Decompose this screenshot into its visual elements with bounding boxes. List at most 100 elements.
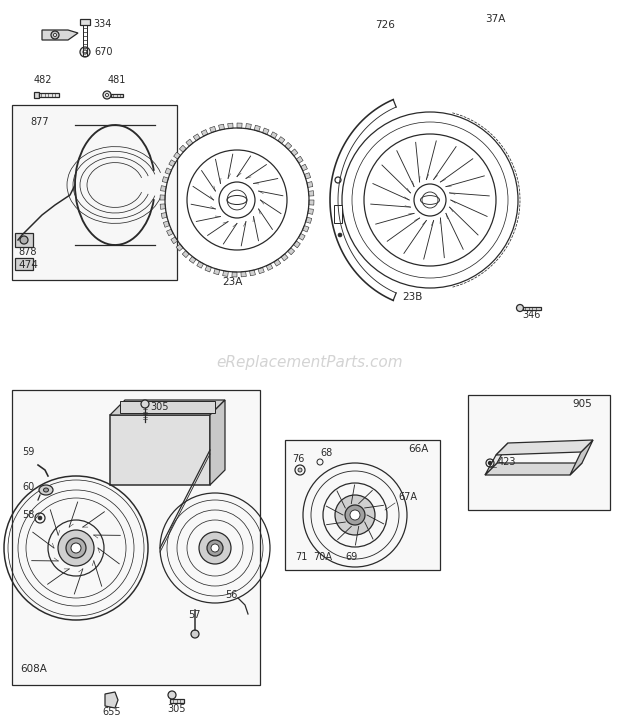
Circle shape — [350, 510, 360, 520]
Circle shape — [141, 400, 149, 408]
Text: 59: 59 — [22, 447, 34, 457]
Circle shape — [338, 233, 342, 237]
Circle shape — [83, 50, 87, 54]
Polygon shape — [258, 267, 264, 274]
Text: 71: 71 — [295, 552, 308, 562]
Polygon shape — [254, 125, 260, 131]
Polygon shape — [162, 177, 169, 183]
Ellipse shape — [53, 33, 56, 37]
Polygon shape — [182, 251, 189, 258]
Circle shape — [298, 468, 302, 472]
Text: 66A: 66A — [408, 444, 428, 454]
Polygon shape — [179, 145, 187, 152]
Text: 877: 877 — [30, 117, 48, 127]
Bar — [110, 415, 210, 485]
Polygon shape — [293, 241, 300, 248]
Polygon shape — [308, 209, 314, 214]
Ellipse shape — [39, 485, 53, 495]
Polygon shape — [189, 256, 196, 264]
Text: 878: 878 — [18, 247, 37, 257]
Text: 482: 482 — [34, 75, 53, 85]
Bar — [468, 395, 610, 510]
Bar — [34, 92, 39, 98]
Polygon shape — [161, 212, 167, 219]
Polygon shape — [232, 272, 237, 277]
Text: 481: 481 — [108, 75, 126, 85]
Polygon shape — [237, 123, 242, 129]
Text: 56: 56 — [225, 590, 237, 600]
Polygon shape — [161, 186, 166, 191]
Polygon shape — [262, 128, 269, 134]
Text: 70A: 70A — [313, 552, 332, 562]
Polygon shape — [303, 225, 309, 232]
Polygon shape — [485, 443, 508, 475]
Text: 655: 655 — [102, 707, 121, 717]
Polygon shape — [110, 400, 225, 415]
Circle shape — [71, 543, 81, 553]
Circle shape — [38, 516, 42, 520]
Polygon shape — [174, 152, 180, 159]
Text: 76: 76 — [292, 454, 304, 464]
Polygon shape — [210, 400, 225, 485]
Circle shape — [66, 538, 86, 558]
Polygon shape — [291, 149, 298, 156]
Polygon shape — [274, 259, 281, 266]
Polygon shape — [160, 204, 166, 209]
Text: 60: 60 — [22, 482, 34, 492]
Text: 726: 726 — [375, 20, 395, 30]
Circle shape — [335, 495, 375, 535]
Circle shape — [199, 532, 231, 564]
Polygon shape — [171, 237, 178, 244]
Polygon shape — [160, 195, 165, 200]
Text: 37A: 37A — [485, 14, 505, 24]
Polygon shape — [309, 200, 314, 205]
Text: 334: 334 — [93, 19, 112, 29]
Polygon shape — [250, 270, 255, 276]
Polygon shape — [42, 30, 78, 40]
Circle shape — [207, 540, 223, 556]
Ellipse shape — [43, 488, 48, 492]
Bar — [12, 390, 260, 685]
Polygon shape — [165, 168, 172, 175]
Text: eReplacementParts.com: eReplacementParts.com — [216, 355, 404, 370]
Circle shape — [20, 236, 28, 244]
Text: 67A: 67A — [398, 492, 417, 502]
Text: 68: 68 — [320, 448, 332, 458]
Polygon shape — [228, 123, 233, 129]
Bar — [39, 93, 59, 97]
Circle shape — [80, 47, 90, 57]
Bar — [170, 699, 184, 703]
Polygon shape — [266, 264, 273, 271]
Circle shape — [191, 630, 199, 638]
Bar — [15, 258, 33, 270]
Polygon shape — [306, 217, 312, 223]
Text: 346: 346 — [522, 310, 541, 320]
Polygon shape — [214, 269, 219, 275]
Circle shape — [489, 461, 492, 464]
Polygon shape — [570, 440, 593, 475]
Bar — [12, 105, 177, 280]
Polygon shape — [496, 440, 593, 455]
Text: 305: 305 — [150, 402, 169, 412]
Circle shape — [345, 505, 365, 525]
Polygon shape — [301, 164, 308, 171]
Polygon shape — [167, 229, 173, 236]
Polygon shape — [309, 191, 314, 196]
Polygon shape — [307, 181, 313, 188]
Bar — [285, 440, 440, 570]
Polygon shape — [298, 233, 305, 240]
Polygon shape — [105, 692, 118, 708]
Polygon shape — [223, 271, 228, 277]
Polygon shape — [246, 123, 251, 129]
Polygon shape — [202, 129, 208, 136]
Circle shape — [211, 544, 219, 552]
Polygon shape — [288, 248, 294, 255]
Polygon shape — [163, 221, 170, 227]
Circle shape — [103, 91, 111, 99]
Polygon shape — [304, 173, 311, 179]
Polygon shape — [205, 266, 211, 272]
Circle shape — [105, 94, 108, 97]
Polygon shape — [176, 244, 183, 251]
Bar — [523, 307, 541, 310]
Text: 57: 57 — [188, 610, 200, 620]
